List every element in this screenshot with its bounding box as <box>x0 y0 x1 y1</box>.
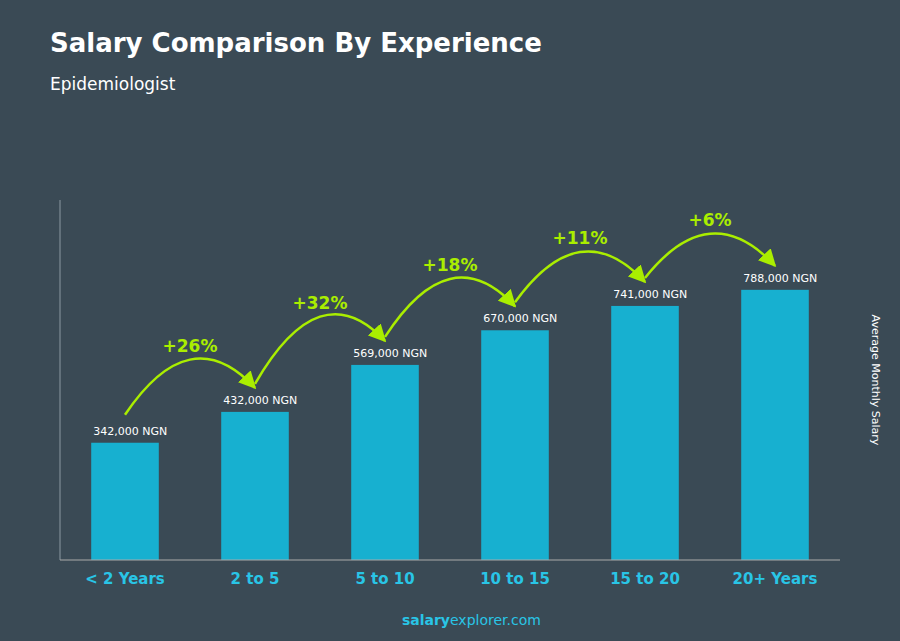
x-tick-label: 5 to 10 <box>355 570 414 588</box>
subtitle: Epidemiologist <box>50 74 176 94</box>
bar <box>221 412 289 560</box>
x-axis-line <box>60 560 840 561</box>
bar <box>741 290 809 560</box>
data-label: 342,000 NGN <box>93 425 167 438</box>
x-tick-label: 15 to 20 <box>610 570 680 588</box>
background <box>0 0 900 641</box>
footer-normal: explorer.com <box>450 612 541 628</box>
x-tick-label: 20+ Years <box>733 570 818 588</box>
change-arrow <box>255 314 385 384</box>
x-tick-label: < 2 Years <box>85 570 165 588</box>
change-label: +6% <box>688 210 731 230</box>
y-axis-label: Average Monthly Salary <box>869 315 882 446</box>
y-axis-line <box>60 200 61 560</box>
change-label: +18% <box>423 255 478 275</box>
data-label: 432,000 NGN <box>223 394 297 407</box>
title: Salary Comparison By Experience <box>50 28 542 58</box>
x-tick-label: 10 to 15 <box>480 570 550 588</box>
bar <box>91 443 159 560</box>
bar <box>481 330 549 560</box>
data-label: 741,000 NGN <box>613 288 687 301</box>
data-label: 569,000 NGN <box>353 347 427 360</box>
change-label: +11% <box>553 228 608 248</box>
change-arrow <box>125 359 255 415</box>
change-label: +26% <box>163 336 218 356</box>
chart-svg: Salary Comparison By Experience Epidemiol… <box>0 0 900 641</box>
x-tick-label: 2 to 5 <box>231 570 280 588</box>
bars <box>91 290 809 560</box>
data-label: 788,000 NGN <box>743 272 817 285</box>
bar <box>611 306 679 560</box>
chart-container: Salary Comparison By Experience Epidemiol… <box>0 0 900 641</box>
data-label: 670,000 NGN <box>483 312 557 325</box>
change-arrow <box>645 234 775 278</box>
footer-bold: salary <box>402 612 450 628</box>
change-label: +32% <box>293 293 348 313</box>
change-arrow <box>385 278 515 337</box>
change-arrow <box>515 251 645 302</box>
bar <box>351 365 419 560</box>
